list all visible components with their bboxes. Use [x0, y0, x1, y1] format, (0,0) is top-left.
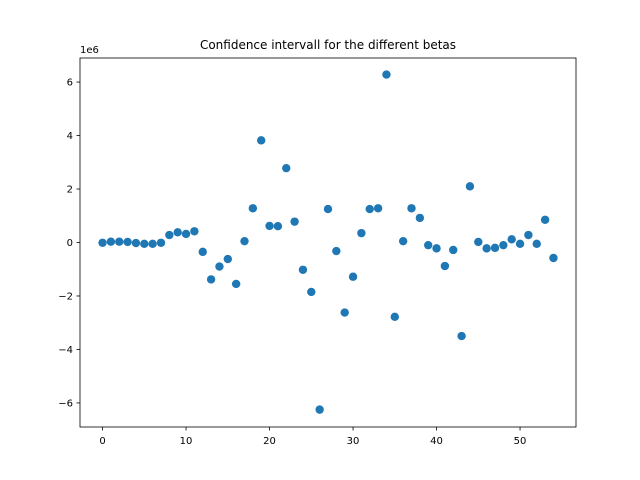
data-point [340, 308, 349, 317]
data-point [507, 235, 516, 244]
data-point [398, 236, 408, 246]
data-point [282, 163, 291, 173]
x-tick-label: 10 [180, 436, 193, 447]
data-point [323, 204, 333, 214]
data-point [307, 287, 316, 297]
data-point [231, 279, 241, 289]
data-point [474, 237, 483, 247]
data-point [524, 230, 533, 240]
data-point [165, 230, 174, 240]
y-tick-label: −6 [58, 398, 73, 409]
chart-title: Confidence intervall for the different b… [200, 38, 456, 52]
data-point [390, 312, 400, 322]
y-tick-label: 2 [67, 185, 73, 196]
x-tick-label: 50 [514, 436, 527, 447]
y-tick-label: −4 [58, 345, 73, 356]
y-tick-label: 6 [67, 78, 73, 89]
data-point [482, 244, 491, 253]
data-point [181, 229, 191, 239]
data-point [373, 204, 383, 213]
data-point [223, 254, 232, 264]
data-point [465, 182, 475, 191]
data-point [298, 265, 308, 274]
data-point [98, 238, 107, 247]
data-point [365, 204, 374, 214]
data-points [98, 70, 558, 414]
data-point [457, 331, 466, 341]
data-point [240, 236, 249, 246]
data-point [131, 238, 141, 248]
data-point [532, 239, 541, 249]
data-point [332, 246, 341, 256]
data-point [382, 70, 391, 79]
data-point [515, 239, 525, 249]
data-point [106, 237, 116, 246]
data-point [490, 243, 500, 253]
data-point [432, 244, 441, 253]
data-point [499, 240, 508, 250]
data-point [424, 240, 433, 250]
data-point [198, 247, 207, 257]
data-point [148, 239, 157, 249]
data-point [415, 213, 425, 223]
data-point [265, 221, 274, 231]
data-point [215, 262, 224, 271]
data-point [348, 272, 358, 281]
data-point [190, 227, 199, 236]
x-tick-label: 0 [99, 436, 105, 447]
data-point [140, 239, 149, 249]
data-point [206, 275, 216, 284]
data-point [540, 215, 550, 224]
data-point [407, 204, 416, 213]
x-tick-label: 40 [430, 436, 443, 447]
data-point [248, 204, 258, 213]
y-tick-label: −2 [58, 291, 73, 302]
y-offset-text: 1e6 [80, 45, 99, 56]
x-tick-label: 30 [347, 436, 360, 447]
data-point [115, 237, 124, 246]
data-point [123, 237, 132, 247]
x-tick-label: 20 [263, 436, 276, 447]
data-point [273, 221, 283, 231]
y-tick-label: 4 [67, 131, 73, 142]
data-point [449, 245, 458, 255]
data-point [440, 261, 450, 271]
axes: 0 10 20 30 40 50 −6 −4 −2 0 2 4 6 [58, 57, 577, 447]
data-point [290, 217, 299, 226]
data-point [549, 253, 558, 263]
data-point [156, 238, 166, 247]
y-tick-label: 0 [67, 238, 73, 249]
data-point [315, 405, 324, 414]
data-point [357, 228, 366, 238]
data-point [256, 136, 266, 145]
data-point [173, 228, 182, 237]
